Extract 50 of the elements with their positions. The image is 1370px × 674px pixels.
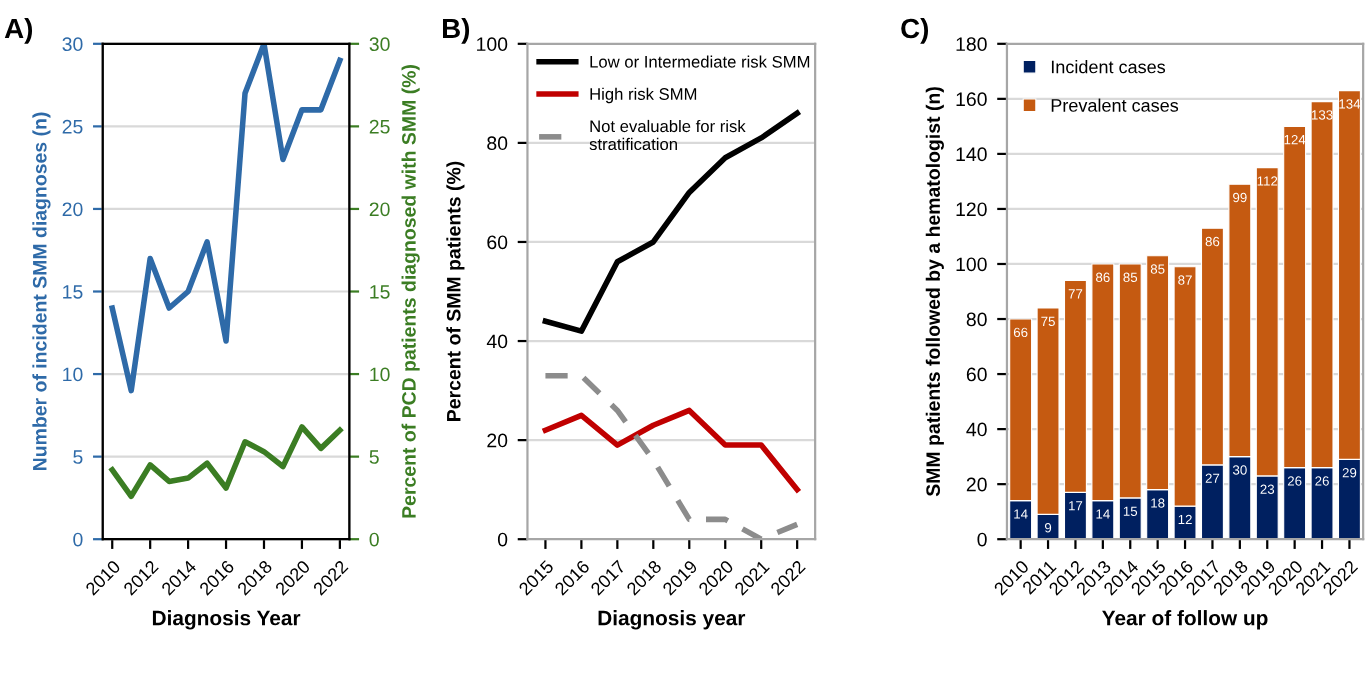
y-tick-label: 0	[73, 532, 83, 547]
line-series	[109, 424, 343, 500]
y-tick-label: 10	[63, 367, 83, 382]
x-axis-title: Diagnosis year	[598, 610, 746, 630]
chart-title: A)	[4, 17, 33, 44]
y2-tick-label: 15	[370, 285, 390, 299]
x-axis-title: Diagnosis Year	[152, 610, 301, 630]
y-tick-label: 40	[486, 334, 508, 349]
legend-label: Prevalent cases	[1051, 98, 1179, 112]
y2-tick-label: 20	[369, 202, 390, 217]
y-tick-label: 60	[487, 235, 508, 250]
y2-axis-title: Percent of PCD patients diagnosed with SMM (%)	[401, 65, 420, 518]
y-tick-label: 5	[73, 450, 83, 464]
y-tick-label: 120	[956, 202, 987, 217]
y-tick-label: 60	[966, 367, 987, 382]
legend-label: Incident cases	[1051, 60, 1166, 74]
y-tick-label: 0	[977, 532, 987, 547]
y-tick-label: 180	[956, 37, 987, 52]
y-tick-label: 160	[956, 92, 987, 107]
y-axis-title: SMM patients followed by a hematologist (n)	[925, 87, 944, 497]
y2-tick-label: 0	[369, 532, 379, 547]
line-series	[109, 43, 343, 394]
y2-tick-label: 25	[369, 119, 390, 134]
line-series	[542, 407, 800, 493]
legend-label: Low or Intermediate risk SMM	[590, 55, 810, 68]
line-series	[542, 372, 800, 540]
y-tick-label: 25	[62, 119, 83, 134]
y2-tick-label: 10	[370, 367, 390, 382]
y-tick-label: 20	[487, 433, 508, 448]
y-tick-label: 80	[487, 136, 508, 151]
y-axis-title: Percent of SMM patients (%)	[446, 161, 465, 421]
y-tick-label: 20	[62, 202, 83, 217]
y-tick-label: 40	[966, 422, 987, 437]
y-tick-label: 100	[477, 37, 508, 52]
y-tick-label: 80	[966, 312, 987, 327]
x-axis-title: Year of follow up	[1102, 610, 1268, 630]
chart-title: B)	[443, 17, 470, 44]
y2-tick-label: 30	[369, 37, 390, 52]
y-tick-label: 0	[497, 532, 508, 547]
y-tick-label: 30	[62, 37, 83, 52]
chart-title: C)	[901, 17, 929, 44]
y-tick-label: 100	[956, 257, 987, 272]
y-tick-label: 20	[966, 477, 987, 492]
legend-label: High risk SMM	[590, 87, 697, 104]
line-series	[542, 110, 800, 334]
y-axis-title: Number of incident SMM diagnoses (n)	[32, 112, 51, 471]
y-tick-label: 140	[956, 147, 987, 162]
y2-tick-label: 5	[369, 450, 379, 464]
legend-label: Not evaluable for risk stratification	[589, 119, 746, 151]
y-tick-label: 15	[63, 285, 83, 299]
